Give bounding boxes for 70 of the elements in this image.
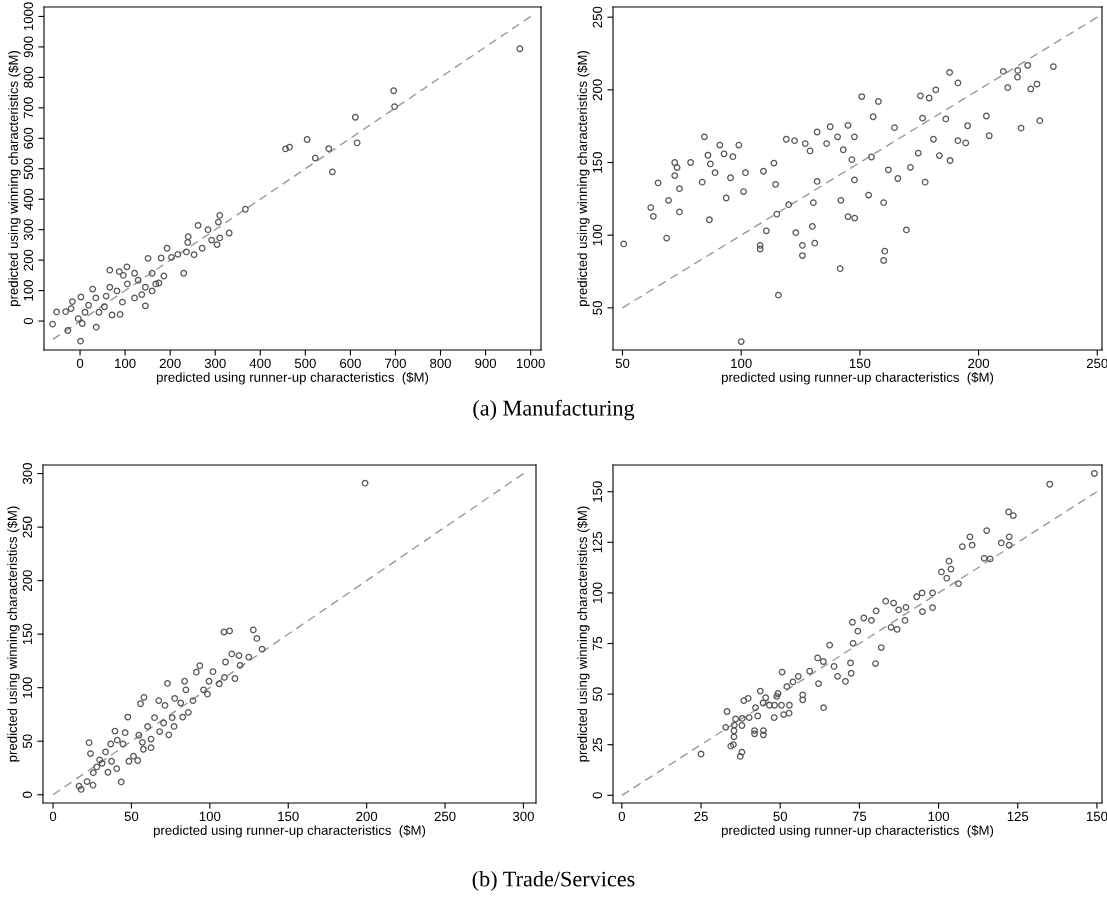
- y-axis-title: predicted using winning characteristics ($M): [7, 506, 20, 762]
- y-tick-label: 150: [592, 152, 603, 173]
- y-tick-label: 0: [592, 792, 603, 799]
- x-tick-label: 0: [49, 811, 57, 822]
- y-tick-label: 150: [22, 623, 33, 645]
- x-tick-label: 25: [694, 811, 708, 822]
- x-tick-label: 400: [249, 358, 271, 369]
- x-tick-label: 200: [356, 811, 378, 822]
- x-tick-label: 900: [475, 358, 497, 369]
- y-axis-title: predicted using winning characteristics ($M): [8, 50, 21, 306]
- x-axis-title: predicted using runner-up characteristics ($M): [721, 372, 994, 385]
- y-tick-label: 150: [592, 481, 603, 502]
- x-tick-label: 250: [434, 811, 456, 822]
- y-tick-label: 100: [23, 280, 34, 301]
- y-tick-label: 250: [592, 6, 603, 28]
- y-tick-label: 250: [22, 516, 33, 538]
- y-tick-label: 400: [23, 188, 34, 210]
- y-tick-label: 700: [23, 97, 34, 119]
- y-tick-label: 200: [23, 249, 34, 271]
- y-tick-label: 100: [22, 677, 33, 698]
- y-tick-label: 300: [22, 463, 33, 485]
- x-tick-label: 200: [968, 358, 990, 369]
- x-axis-title: predicted using runner-up characteristics ($M): [153, 825, 426, 838]
- y-tick-label: 0: [23, 317, 34, 325]
- x-tick-label: 300: [512, 811, 534, 822]
- y-tick-label: 200: [22, 570, 33, 591]
- x-tick-label: 0: [76, 358, 84, 369]
- y-tick-label: 50: [22, 734, 33, 749]
- y-tick-label: 800: [23, 66, 34, 88]
- x-tick-label: 100: [115, 358, 136, 369]
- y-tick-label: 0: [22, 791, 33, 798]
- y-tick-label: 1000: [23, 2, 34, 31]
- x-tick-label: 50: [615, 358, 630, 369]
- y-tick-label: 200: [592, 79, 603, 101]
- y-tick-label: 100: [592, 582, 603, 603]
- x-tick-label: 125: [1007, 811, 1029, 822]
- x-tick-label: 500: [294, 358, 316, 369]
- x-tick-label: 100: [199, 811, 221, 822]
- x-tick-label: 200: [159, 358, 181, 369]
- y-tick-label: 900: [23, 36, 34, 58]
- y-tick-label: 125: [592, 531, 603, 553]
- x-tick-label: 75: [852, 811, 867, 822]
- x-tick-label: 700: [385, 358, 406, 369]
- x-tick-label: 100: [731, 358, 752, 369]
- y-axis-title: predicted using winning characteristics ($M): [577, 50, 590, 306]
- x-tick-label: 150: [1086, 811, 1107, 822]
- x-tick-label: 100: [928, 811, 950, 822]
- y-tick-label: 600: [23, 127, 34, 149]
- y-tick-label: 25: [592, 737, 603, 752]
- text: (b) Trade/Services: [472, 870, 635, 892]
- x-axis-title: predicted using runner-up characteristics ($M): [721, 825, 994, 838]
- text: (a) Manufacturing: [473, 399, 635, 421]
- x-tick-label: 1000: [516, 358, 545, 369]
- y-tick-label: 50: [592, 687, 603, 701]
- x-tick-label: 0: [618, 811, 626, 822]
- y-tick-label: 100: [592, 224, 603, 246]
- x-axis-title: predicted using runner-up characteristics ($M): [156, 372, 429, 385]
- y-axis-title: predicted using winning characteristics ($M): [577, 506, 590, 762]
- y-tick-label: 75: [592, 636, 603, 651]
- x-tick-label: 150: [278, 811, 299, 822]
- y-tick-label: 50: [592, 301, 603, 315]
- x-tick-label: 150: [849, 358, 871, 369]
- y-tick-label: 500: [23, 158, 34, 180]
- x-tick-label: 50: [124, 811, 139, 822]
- x-tick-label: 600: [340, 358, 361, 369]
- y-tick-label: 300: [23, 219, 34, 241]
- x-tick-label: 250: [1086, 358, 1107, 369]
- x-tick-label: 50: [773, 811, 788, 822]
- x-tick-label: 300: [204, 358, 226, 369]
- x-tick-label: 800: [430, 358, 452, 369]
